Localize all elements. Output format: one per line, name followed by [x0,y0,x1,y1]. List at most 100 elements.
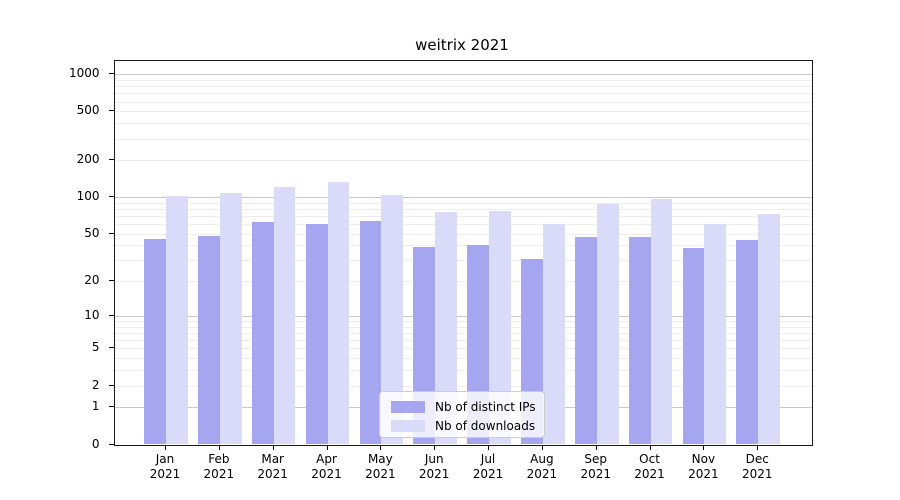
x-tick-label: Oct 2021 [618,452,682,483]
bar-downloads-dec [758,213,781,445]
gridline-major [114,74,812,76]
x-tick-label: Jan 2021 [133,452,197,483]
gridline-minor [114,326,812,328]
bar-downloads-nov [704,224,727,445]
x-label-month: Jan [155,451,175,466]
x-tick-label: Sep 2021 [564,452,628,483]
legend-swatch-distinct-ips [391,401,425,413]
legend: Nb of distinct IPs Nb of downloads [379,391,545,438]
bar-distinct-ips-mar [251,221,274,445]
gridline-minor [114,202,812,204]
x-label-year: 2021 [526,467,558,481]
bar-distinct-ips-apr [305,224,328,445]
gridline-minor [114,224,812,226]
gridline-major [114,197,812,199]
legend-item-downloads: Nb of downloads [391,417,544,435]
x-tick-label: Apr 2021 [295,452,359,483]
y-tick-mark [108,347,114,349]
x-tick-label: Jun 2021 [402,452,466,483]
bar-downloads-oct [650,199,673,445]
x-label-year: 2021 [311,467,342,481]
x-label-year: 2021 [149,467,181,481]
x-tick-label: Jul 2021 [456,452,520,483]
x-tick-mark [218,444,220,450]
bar-downloads-feb [219,193,242,445]
bar-distinct-ips-dec [736,240,759,445]
x-tick-mark [595,444,597,450]
bar-distinct-ips-nov [682,248,705,445]
chart-title: weitrix 2021 [415,36,509,54]
legend-label-distinct-ips: Nb of distinct IPs [435,400,536,414]
gridline-minor [114,86,812,88]
gridline-minor [114,233,812,235]
x-tick-label: Feb 2021 [187,452,251,483]
x-label-year: 2021 [365,467,396,481]
x-label-year: 2021 [580,467,611,481]
y-tick-label: 5 [91,340,100,355]
y-tick-mark [108,443,114,445]
x-tick-mark [165,444,166,450]
gridline-minor [114,340,812,342]
x-tick-mark [488,444,490,450]
y-tick-mark [108,110,114,112]
bar-distinct-ips-jan [144,239,166,445]
x-tick-label: Nov 2021 [671,452,735,483]
x-label-month: Oct [639,451,660,466]
gridline-minor [114,123,812,125]
gridline-minor [114,160,812,162]
x-label-year: 2021 [257,467,288,481]
gridline-minor [114,348,812,350]
bar-distinct-ips-oct [628,237,651,445]
y-tick-label: 50 [84,225,100,240]
x-label-year: 2021 [472,467,504,481]
x-tick-mark [380,444,382,450]
bar-downloads-may [381,194,404,445]
bar-distinct-ips-sep [574,237,597,445]
y-tick-label: 20 [84,273,100,288]
x-tick-label: May 2021 [348,452,412,483]
x-label-month: Aug [530,451,554,466]
gridline-minor [114,111,812,113]
gridline-major [114,315,812,317]
x-label-month: Jun [424,451,444,466]
y-tick-label: 1000 [68,66,100,81]
legend-item-distinct-ips: Nb of distinct IPs [391,398,544,416]
x-tick-label: Dec 2021 [725,452,789,483]
gridline-minor [114,93,812,95]
plot-area [113,60,813,446]
bar-downloads-apr [327,181,350,445]
y-tick-label: 2 [91,377,100,392]
gridline-minor [114,138,812,140]
x-label-month: May [367,451,393,466]
x-tick-mark [541,444,543,450]
x-label-year: 2021 [688,467,719,481]
gridline-minor [114,281,812,283]
gridline-minor [114,216,812,218]
y-tick-mark [108,159,114,161]
y-tick-mark [108,314,114,316]
bar-downloads-jul [489,210,511,445]
legend-label-downloads: Nb of downloads [435,419,536,433]
y-tick-mark [108,232,114,234]
x-label-month: Nov [691,451,716,466]
x-label-year: 2021 [203,467,235,481]
x-label-month: Mar [261,451,284,466]
y-tick-mark [108,280,114,282]
gridline-minor [114,208,812,210]
gridline-minor [114,101,812,103]
y-tick-label: 500 [76,103,100,118]
gridline-minor [114,333,812,335]
x-tick-label: Mar 2021 [241,452,305,483]
gridline-minor [114,260,812,262]
bar-downloads-sep [596,203,619,445]
y-tick-label: 100 [76,189,100,204]
bar-downloads-jun [435,211,457,445]
y-tick-label: 200 [76,152,100,167]
bar-distinct-ips-feb [198,235,220,445]
x-label-year: 2021 [418,467,450,481]
y-tick-mark [108,73,114,75]
gridline-minor [114,79,812,81]
x-label-year: 2021 [741,467,773,481]
bar-downloads-jan [166,195,188,445]
